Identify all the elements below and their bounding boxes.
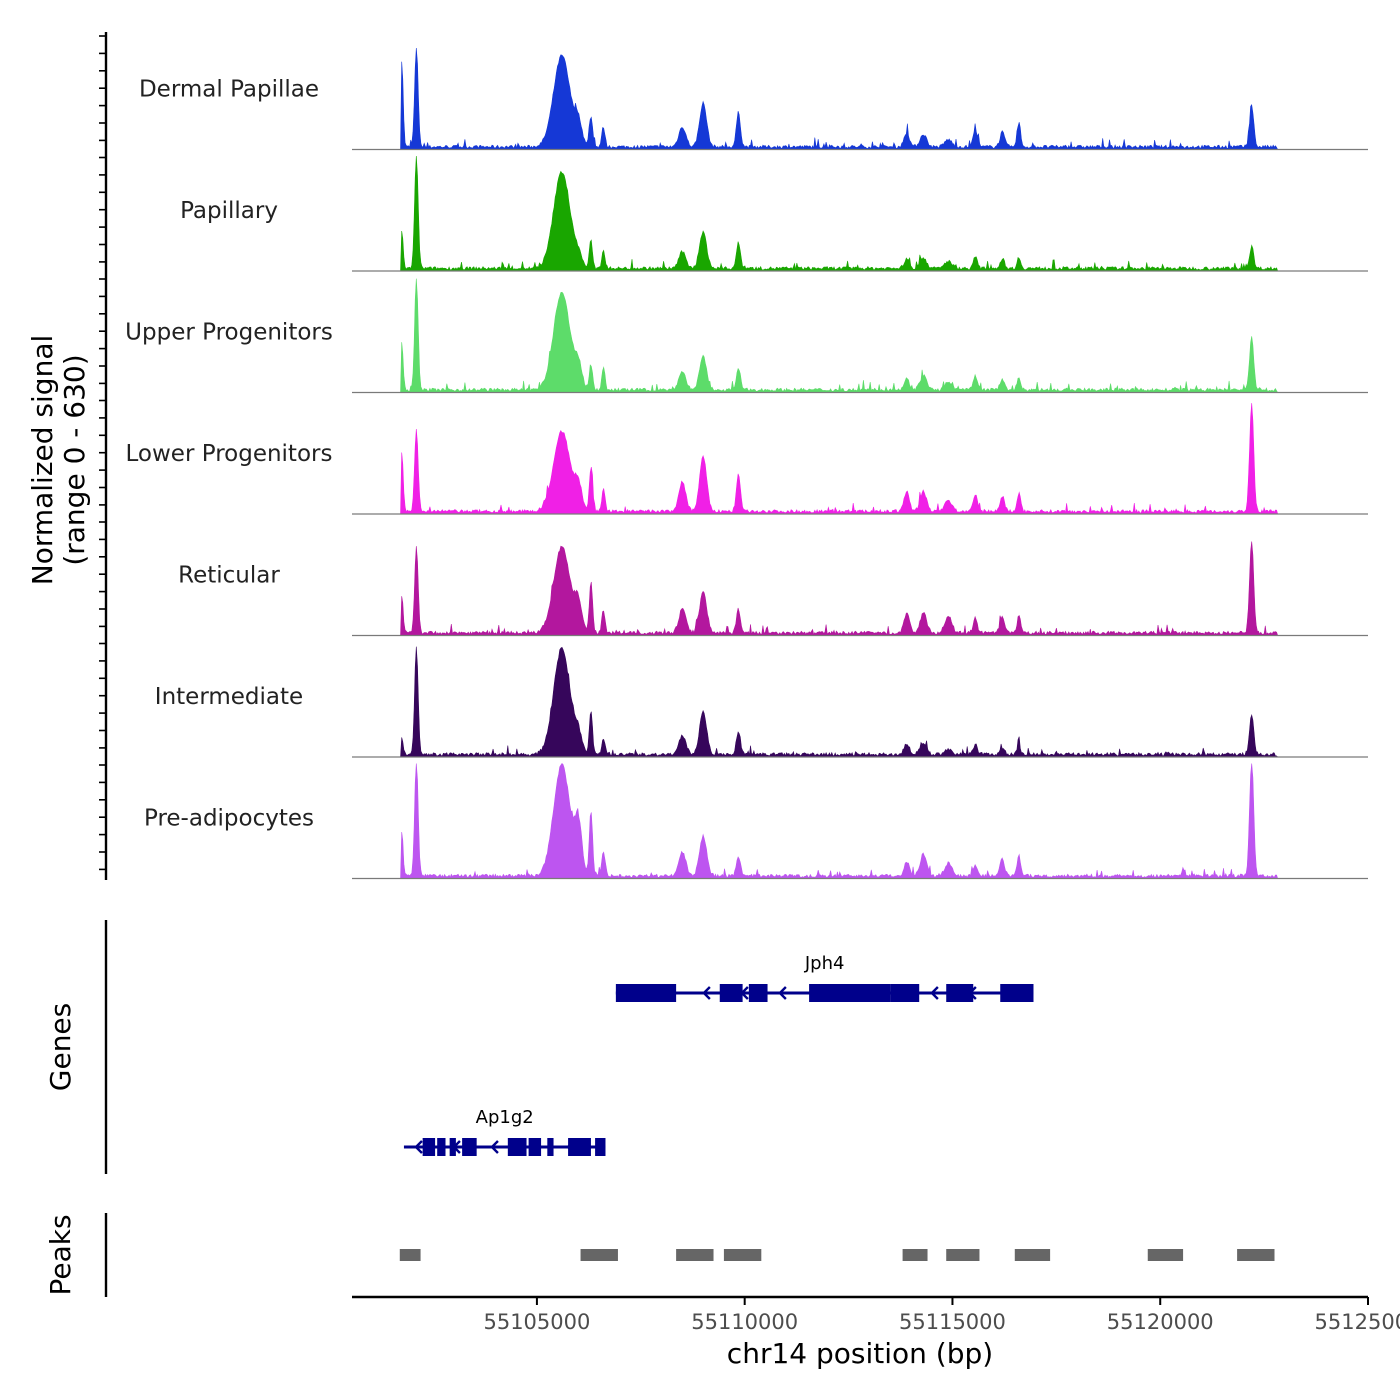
coverage-y-axis-title-line1: Normalized signal bbox=[26, 335, 59, 586]
signal-area-intermediate bbox=[352, 646, 1368, 758]
gene-exon bbox=[595, 1138, 606, 1156]
track-label-papillary: Papillary bbox=[180, 198, 278, 224]
gene-exon bbox=[437, 1138, 446, 1156]
x-tick-label: 55105000 bbox=[483, 1310, 590, 1334]
peak-region bbox=[902, 1249, 928, 1261]
signal-area-dermal-papillae bbox=[352, 47, 1368, 150]
track-pre-adipocytes: Pre-adipocytes bbox=[144, 763, 1368, 880]
track-label-dermal-papillae: Dermal Papillae bbox=[139, 77, 319, 103]
gene-label-ap1g2: Ap1g2 bbox=[476, 1107, 534, 1128]
track-upper-progenitors: Upper Progenitors bbox=[125, 278, 1368, 394]
gene-label-jph4: Jph4 bbox=[804, 953, 845, 974]
peak-track bbox=[104, 1213, 1275, 1297]
track-label-lower-progenitors: Lower Progenitors bbox=[126, 441, 333, 467]
peaks-y-axis-title: Peaks bbox=[44, 1214, 77, 1295]
gene-ap1g2: Ap1g2 bbox=[403, 1107, 606, 1156]
x-axis: 55105000 55110000 55115000 55120000 55125000 bbox=[352, 1295, 1400, 1334]
gene-exon bbox=[748, 984, 768, 1002]
peak-region bbox=[1014, 1249, 1051, 1261]
track-label-intermediate: Intermediate bbox=[155, 684, 303, 710]
track-label-upper-progenitors: Upper Progenitors bbox=[125, 320, 333, 346]
peak-region bbox=[676, 1249, 714, 1261]
gene-exon bbox=[507, 1138, 527, 1156]
gene-exon bbox=[1000, 984, 1034, 1002]
peak-region bbox=[946, 1249, 980, 1261]
strand-arrow-icon bbox=[778, 986, 787, 1000]
gene-exon bbox=[422, 1138, 436, 1156]
gene-exon bbox=[528, 1138, 542, 1156]
gene-exon bbox=[719, 984, 743, 1002]
track-dermal-papillae: Dermal Papillae bbox=[139, 47, 1368, 151]
strand-arrow-icon bbox=[930, 986, 939, 1000]
x-tick-label: 55115000 bbox=[899, 1310, 1006, 1334]
gene-exon bbox=[946, 984, 974, 1002]
gene-exon bbox=[809, 984, 891, 1002]
signal-area-pre-adipocytes bbox=[352, 763, 1368, 879]
peak-region bbox=[1147, 1249, 1184, 1261]
signal-area-reticular bbox=[352, 541, 1368, 636]
x-tick-label: 55120000 bbox=[1107, 1310, 1214, 1334]
coverage-y-axis-title-line2: (range 0 - 630) bbox=[58, 354, 91, 565]
strand-arrow-icon bbox=[490, 1140, 499, 1154]
track-reticular: Reticular bbox=[178, 541, 1368, 637]
gene-exon bbox=[449, 1138, 456, 1156]
gene-exon bbox=[462, 1138, 477, 1156]
track-papillary: Papillary bbox=[180, 155, 1368, 272]
track-label-reticular: Reticular bbox=[178, 563, 280, 589]
gene-exon bbox=[890, 984, 920, 1002]
gene-exon bbox=[547, 1138, 554, 1156]
peak-region bbox=[580, 1249, 618, 1261]
gene-exon bbox=[568, 1138, 591, 1156]
gene-annotation-track: Jph4 Ap1g2 bbox=[104, 920, 1034, 1174]
signal-area-upper-progenitors bbox=[352, 278, 1368, 393]
x-axis-title: chr14 position (bp) bbox=[727, 1337, 993, 1370]
x-tick-label: 55110000 bbox=[691, 1310, 798, 1334]
track-lower-progenitors: Lower Progenitors bbox=[126, 403, 1368, 515]
coverage-tracks: Dermal Papillae Papillary Upper Progenitor… bbox=[99, 32, 1368, 880]
gene-jph4: Jph4 bbox=[615, 953, 1034, 1002]
track-label-pre-adipocytes: Pre-adipocytes bbox=[144, 806, 314, 832]
gene-exon bbox=[615, 984, 677, 1002]
x-tick-label: 55125000 bbox=[1315, 1310, 1400, 1334]
signal-area-lower-progenitors bbox=[352, 403, 1368, 515]
peak-region bbox=[1237, 1249, 1275, 1261]
peak-region bbox=[399, 1249, 421, 1261]
peak-region bbox=[723, 1249, 762, 1261]
track-intermediate: Intermediate bbox=[155, 646, 1368, 758]
strand-arrow-icon bbox=[702, 986, 711, 1000]
genes-y-axis-title: Genes bbox=[44, 1003, 77, 1091]
signal-area-papillary bbox=[352, 155, 1368, 272]
strand-arrow-icon bbox=[414, 1140, 423, 1154]
